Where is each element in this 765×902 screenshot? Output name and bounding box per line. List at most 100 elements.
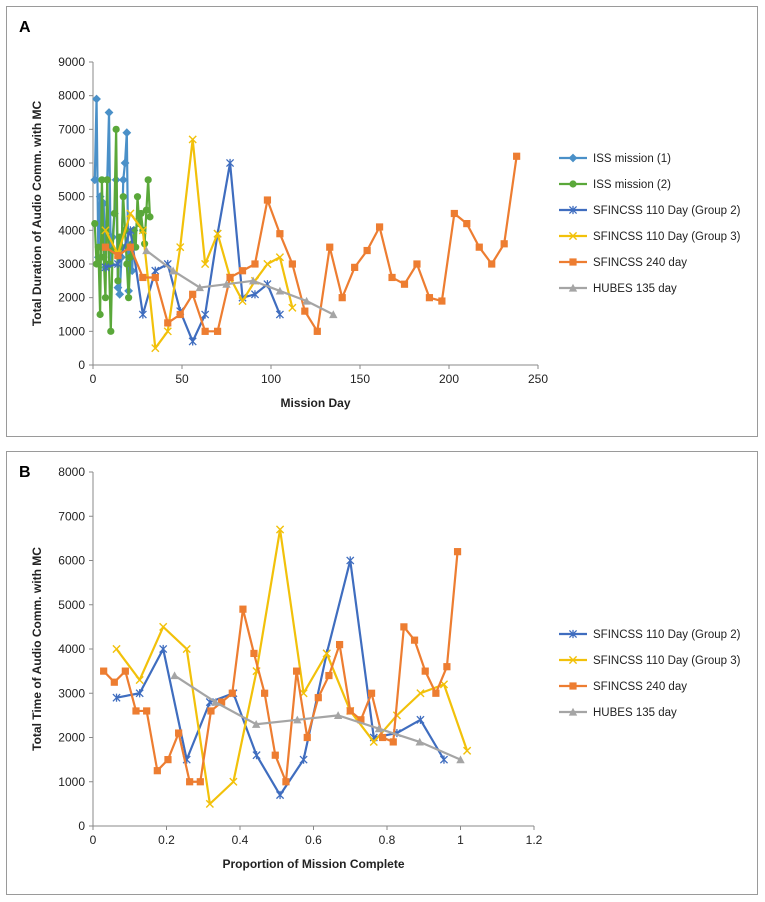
data-point [151,266,160,275]
data-point [367,689,376,697]
data-point [151,344,160,353]
data-point [250,649,258,658]
legend-label: ISS mission (1) [593,153,671,165]
data-point [410,636,419,644]
data-point [351,263,359,271]
legend-item: SFINCSS 110 Day (Group 3) [559,231,741,243]
y-tick-label: 2000 [58,731,85,745]
data-point [288,303,297,312]
data-point [439,755,449,764]
data-point [112,644,121,654]
legend-label: SFINCSS 110 Day (Group 3) [593,655,741,667]
panel-label-b: B [19,464,31,481]
data-point [135,689,144,698]
data-point [229,777,238,786]
data-point [303,733,311,742]
data-point [196,778,204,786]
data-point [137,209,145,218]
data-point [238,267,247,275]
data-point [263,259,272,269]
data-point [90,175,100,185]
data-point [456,755,465,764]
data-point [127,266,137,276]
y-tick-label: 9000 [58,55,85,69]
y-tick-label: 1000 [58,775,85,789]
chart-b-svg: 0 1000 2000 3000 4000 5000 6000 7000 8000 0 0.2 0.4… [30,465,741,871]
y-tick-label: 8000 [58,465,85,479]
data-point [142,206,150,214]
data-point [463,220,471,228]
data-point [276,230,284,238]
data-point [207,707,215,715]
data-point [122,128,132,138]
data-point [415,737,424,746]
data-point [151,273,159,282]
y-tick-label: 3000 [58,686,85,700]
y-tick-label: 2000 [58,291,85,305]
data-point [453,548,462,556]
legend-marker [569,682,577,690]
legend-item: HUBES 135 day [559,707,677,719]
x-tick-label: 0.8 [379,833,396,847]
data-point [100,667,108,675]
data-point [175,729,183,737]
data-point [275,253,284,262]
data-point [135,675,144,685]
series-line [102,551,459,783]
data-point [416,715,425,724]
legend-label: HUBES 135 day [593,707,677,719]
data-point [110,678,118,686]
x-tick-label: 0.2 [158,833,175,847]
y-tick-label: 0 [78,819,85,833]
data-point [94,243,102,251]
data-point [138,310,147,319]
data-point [251,720,261,728]
panel-label-a: A [19,19,31,36]
data-point [99,199,109,208]
data-point [164,756,172,764]
data-point [201,327,209,335]
series-sfg2 [112,556,449,800]
x-tick-label: 0.6 [305,833,322,847]
data-point [314,694,322,702]
data-point [326,243,334,251]
data-point [112,693,121,702]
data-point [222,280,231,288]
data-point [275,310,284,319]
data-point [288,260,296,268]
data-point [263,196,272,204]
data-point [450,209,458,218]
data-point [101,243,110,251]
data-point [100,253,108,261]
legend-marker [568,283,578,292]
x-axis-label: Mission Day [280,396,350,410]
legend-item: SFINCSS 110 Day (Group 2) [559,205,741,217]
data-point [475,243,483,251]
data-point [188,337,197,346]
data-point [98,176,106,184]
y-tick-label: 6000 [58,156,85,170]
data-point [438,297,446,305]
data-point [275,525,285,534]
y-tick-label: 4000 [58,642,85,656]
y-tick-label: 8000 [58,89,85,103]
data-point [218,698,226,706]
data-point [346,707,354,715]
data-point [132,707,140,715]
data-point [146,213,154,221]
data-point [107,327,115,335]
data-point [123,260,131,268]
data-point [153,767,161,775]
data-point [378,733,387,742]
y-tick-label: 4000 [58,223,85,237]
legend-marker [568,655,578,665]
x-tick-label: 50 [175,372,189,386]
legend-item: SFINCSS 240 day [559,257,687,269]
data-point [126,253,134,261]
data-point [375,223,384,231]
data-point [299,755,308,764]
data-point [125,294,133,302]
data-point [333,711,343,719]
legend-label: SFINCSS 110 Day (Group 3) [593,231,741,243]
data-point [228,689,236,697]
